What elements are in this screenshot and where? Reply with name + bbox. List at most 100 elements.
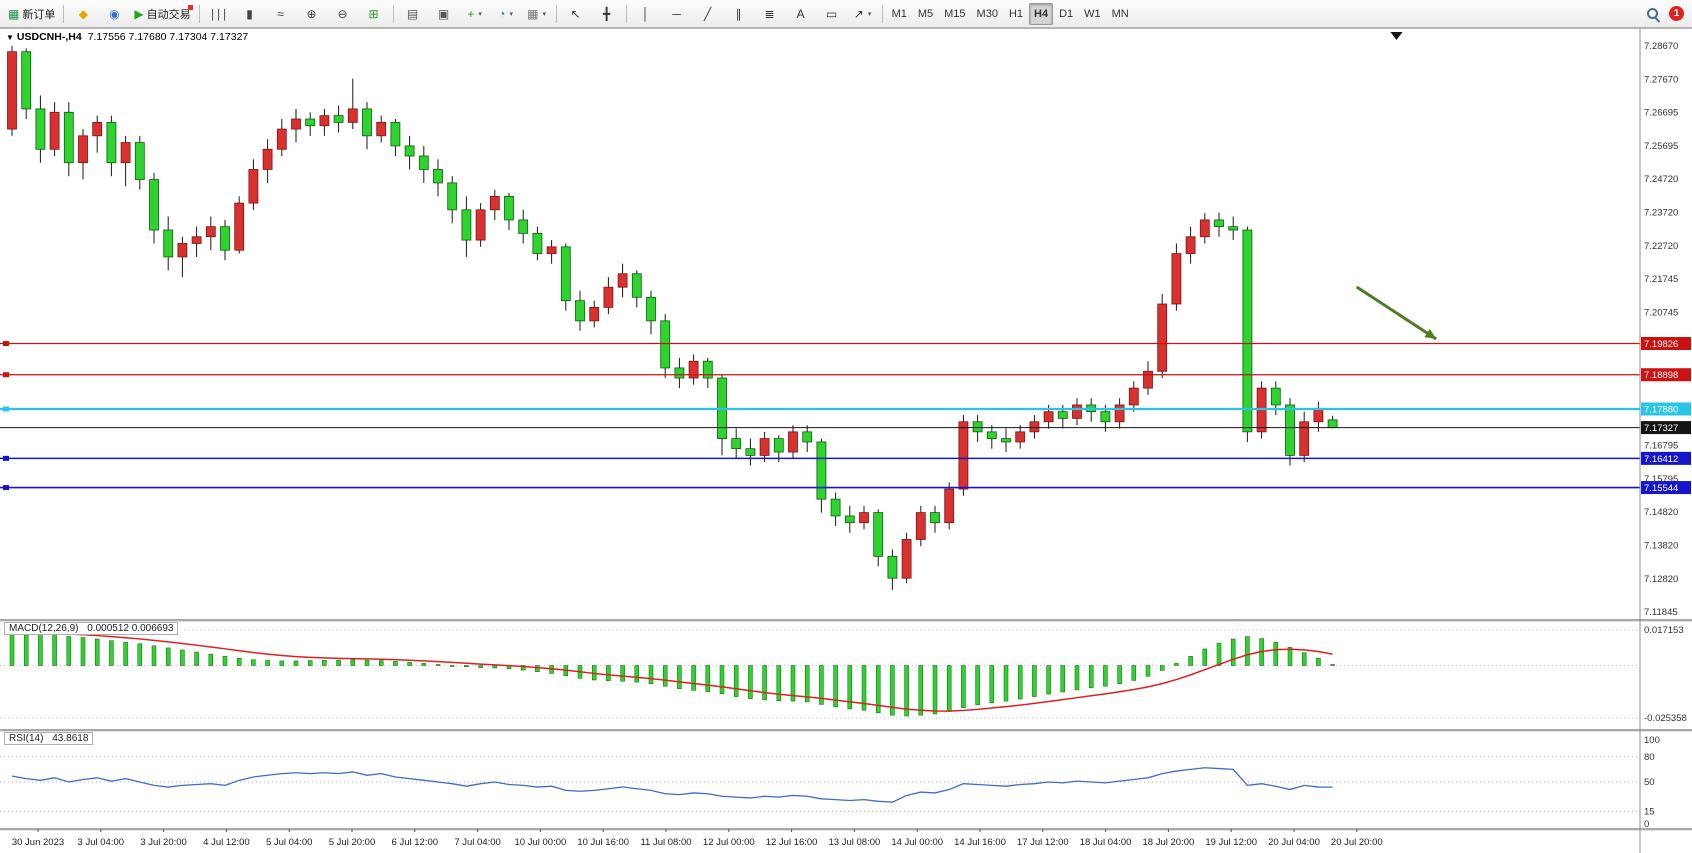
candle <box>915 512 926 540</box>
trendline-button[interactable]: ╱ <box>693 2 723 26</box>
bar-chart-button[interactable]: ∣∣∣ <box>204 2 234 26</box>
candle <box>1128 387 1139 406</box>
chart-collapse-icon[interactable]: ▼ <box>6 33 14 42</box>
rsi-values: 43.8618 <box>52 733 89 744</box>
candle <box>575 300 585 322</box>
add-indicator-button[interactable]: + ▾ <box>460 2 490 26</box>
auto-trading-status-dot <box>187 4 193 10</box>
line-anchor-handle[interactable] <box>3 341 9 347</box>
candle <box>745 448 756 456</box>
charts-wizard-icon[interactable]: ◆ <box>68 2 98 26</box>
timeframe-m1[interactable]: M1 <box>891 7 907 20</box>
candle <box>404 145 415 157</box>
time-axis-label: 30 Jun 2023 <box>12 837 64 848</box>
templates-button[interactable]: ▦ ▾ <box>522 2 552 26</box>
svg-text:7.28670: 7.28670 <box>1644 41 1678 52</box>
timeframe-m15[interactable]: M15 <box>944 7 966 20</box>
svg-text:80: 80 <box>1644 752 1655 763</box>
candle <box>958 421 969 490</box>
arrow-annotation[interactable] <box>1355 285 1438 341</box>
fibonacci-button[interactable]: ≣ <box>755 2 785 26</box>
line-anchor-handle[interactable] <box>3 372 9 378</box>
time-axis-label: 14 Jul 16:00 <box>954 837 1006 848</box>
svg-text:7.18898: 7.18898 <box>1644 370 1678 381</box>
zoom-in-icon: ⊕ <box>306 6 317 21</box>
chart-canvas[interactable]: 7.28670 7.27670 7.26695 7.25695 7.24720 7.237… <box>0 28 1692 853</box>
line-chart-icon: ≈ <box>277 6 284 21</box>
vertical-line-button[interactable]: │ <box>631 2 661 26</box>
timeframe-m5[interactable]: M5 <box>917 7 934 20</box>
time-axis-label: 11 Jul 08:00 <box>640 837 691 848</box>
timeframe-d1[interactable]: D1 <box>1059 7 1074 20</box>
indicators-list-button[interactable]: ▣ <box>429 2 459 26</box>
timeframe-w1[interactable]: W1 <box>1084 7 1101 20</box>
candle <box>1029 421 1040 433</box>
bar-chart-icon: ∣∣∣ <box>209 6 228 21</box>
arrows-button[interactable]: ↗ ▾ <box>848 2 878 26</box>
candle <box>631 273 642 298</box>
text-button[interactable]: A <box>786 2 816 26</box>
candle <box>276 128 287 150</box>
auto-trading-button[interactable]: ▶ 自动交易 <box>130 2 194 26</box>
line-anchor-handle[interactable] <box>3 455 9 461</box>
candle <box>390 121 401 147</box>
svg-text:50: 50 <box>1644 777 1655 788</box>
zoom-out-button[interactable]: ⊖ <box>328 2 358 26</box>
text-icon: A <box>796 6 805 21</box>
price-label-chip <box>1641 421 1691 435</box>
price-label-chip <box>1641 368 1691 382</box>
candle <box>887 555 898 579</box>
svg-text:100: 100 <box>1644 735 1660 746</box>
line-anchor-handle[interactable] <box>3 485 9 491</box>
charts-list-button[interactable]: ▤ <box>398 2 428 26</box>
candle <box>347 108 358 123</box>
toolbar-separator <box>555 4 557 23</box>
horizontal-line-button[interactable]: ─ <box>662 2 692 26</box>
candle <box>830 498 841 517</box>
svg-text:7.15795: 7.15795 <box>1644 474 1678 485</box>
candle <box>1072 404 1082 419</box>
periods-button[interactable]: ◔ ▾ <box>491 2 521 26</box>
candle <box>646 296 656 322</box>
time-axis-label: 7 Jul 04:00 <box>454 837 500 848</box>
zoom-in-button[interactable]: ⊕ <box>297 2 327 26</box>
timeframe-h4[interactable]: H4 <box>1029 2 1054 25</box>
label-button[interactable]: ▭ <box>817 2 847 26</box>
macd-title: MACD(12,26,9) <box>9 623 79 634</box>
search-icon[interactable] <box>1645 6 1661 22</box>
line-chart-button[interactable]: ≈ <box>266 2 296 26</box>
candle <box>702 360 713 379</box>
notification-badge[interactable]: 1 <box>1669 6 1684 21</box>
price-label-chip <box>1641 402 1691 416</box>
chart-shift-marker[interactable] <box>1390 32 1403 40</box>
expert-advisors-icon[interactable]: ◉ <box>99 2 129 26</box>
time-axis-label: 20 Jul 04:00 <box>1268 837 1320 848</box>
time-axis-label: 19 Jul 12:00 <box>1205 837 1257 848</box>
cursor-button[interactable]: ↖ <box>561 2 591 26</box>
timeframe-m30[interactable]: M30 <box>976 7 998 20</box>
svg-text:7.20745: 7.20745 <box>1644 308 1678 319</box>
timeframe-h1[interactable]: H1 <box>1008 7 1024 20</box>
timeframe-mn[interactable]: MN <box>1111 7 1129 20</box>
add-indicator-icon: + <box>467 6 475 21</box>
crosshair-icon: ╋ <box>602 6 611 21</box>
price-label-chip <box>1641 481 1691 495</box>
toolbar-separator <box>198 4 200 23</box>
candle <box>220 226 230 251</box>
time-axis-label: 12 Jul 00:00 <box>703 837 755 848</box>
dropdown-caret-icon: ▾ <box>478 10 482 18</box>
toolbar-separator <box>63 4 65 23</box>
channel-button[interactable]: ∥ <box>724 2 754 26</box>
svg-text:7.16412: 7.16412 <box>1644 454 1678 465</box>
candlestick-chart-icon: ▮ <box>246 6 253 21</box>
chart-ohlc-values: 7.17556 7.17680 7.17304 7.17327 <box>87 31 249 43</box>
tile-windows-icon: ⊞ <box>368 6 379 21</box>
line-anchor-handle[interactable] <box>3 406 9 412</box>
dropdown-caret-icon: ▾ <box>509 10 513 18</box>
new-order-button[interactable]: ▦ 新订单 <box>4 2 59 26</box>
tile-windows-button[interactable]: ⊞ <box>359 2 389 26</box>
candle <box>1313 407 1324 423</box>
candlestick-chart-button[interactable]: ▮ <box>235 2 265 26</box>
crosshair-button[interactable]: ╋ <box>592 2 622 26</box>
candle <box>489 195 500 211</box>
